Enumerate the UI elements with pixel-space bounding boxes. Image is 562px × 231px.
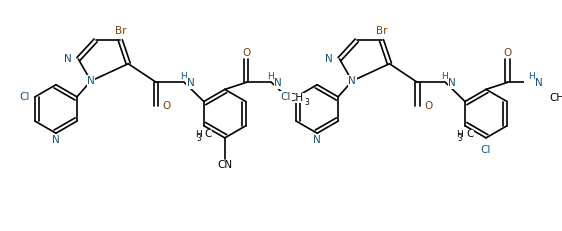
Text: O: O <box>424 101 432 111</box>
Text: 3: 3 <box>197 134 202 143</box>
Text: H: H <box>456 130 463 139</box>
Text: N: N <box>348 76 356 86</box>
Text: CN: CN <box>217 160 232 170</box>
Text: H: H <box>441 72 448 81</box>
Text: O: O <box>242 48 251 58</box>
Text: N: N <box>325 54 333 64</box>
Text: N: N <box>535 78 543 88</box>
Text: C: C <box>205 129 212 139</box>
Text: Br: Br <box>376 26 387 36</box>
Text: H: H <box>180 72 187 81</box>
Text: N: N <box>187 78 194 88</box>
Text: N: N <box>52 135 60 145</box>
Text: CH: CH <box>288 93 303 103</box>
Text: N: N <box>64 54 71 64</box>
Text: C: C <box>466 129 473 139</box>
Text: 3: 3 <box>305 98 310 107</box>
Text: N: N <box>274 78 282 88</box>
Text: Cl: Cl <box>280 92 291 102</box>
Text: N: N <box>313 135 321 145</box>
Text: O: O <box>163 101 171 111</box>
Text: H: H <box>528 72 535 81</box>
Text: N: N <box>87 76 95 86</box>
Text: H: H <box>194 130 202 139</box>
Text: O: O <box>504 48 511 58</box>
Text: Cl: Cl <box>481 145 491 155</box>
Text: Cl: Cl <box>20 92 30 102</box>
Text: Br: Br <box>115 26 126 36</box>
Text: CH: CH <box>550 93 562 103</box>
Text: 3: 3 <box>458 134 463 143</box>
Text: N: N <box>448 78 456 88</box>
Text: H: H <box>267 72 274 81</box>
